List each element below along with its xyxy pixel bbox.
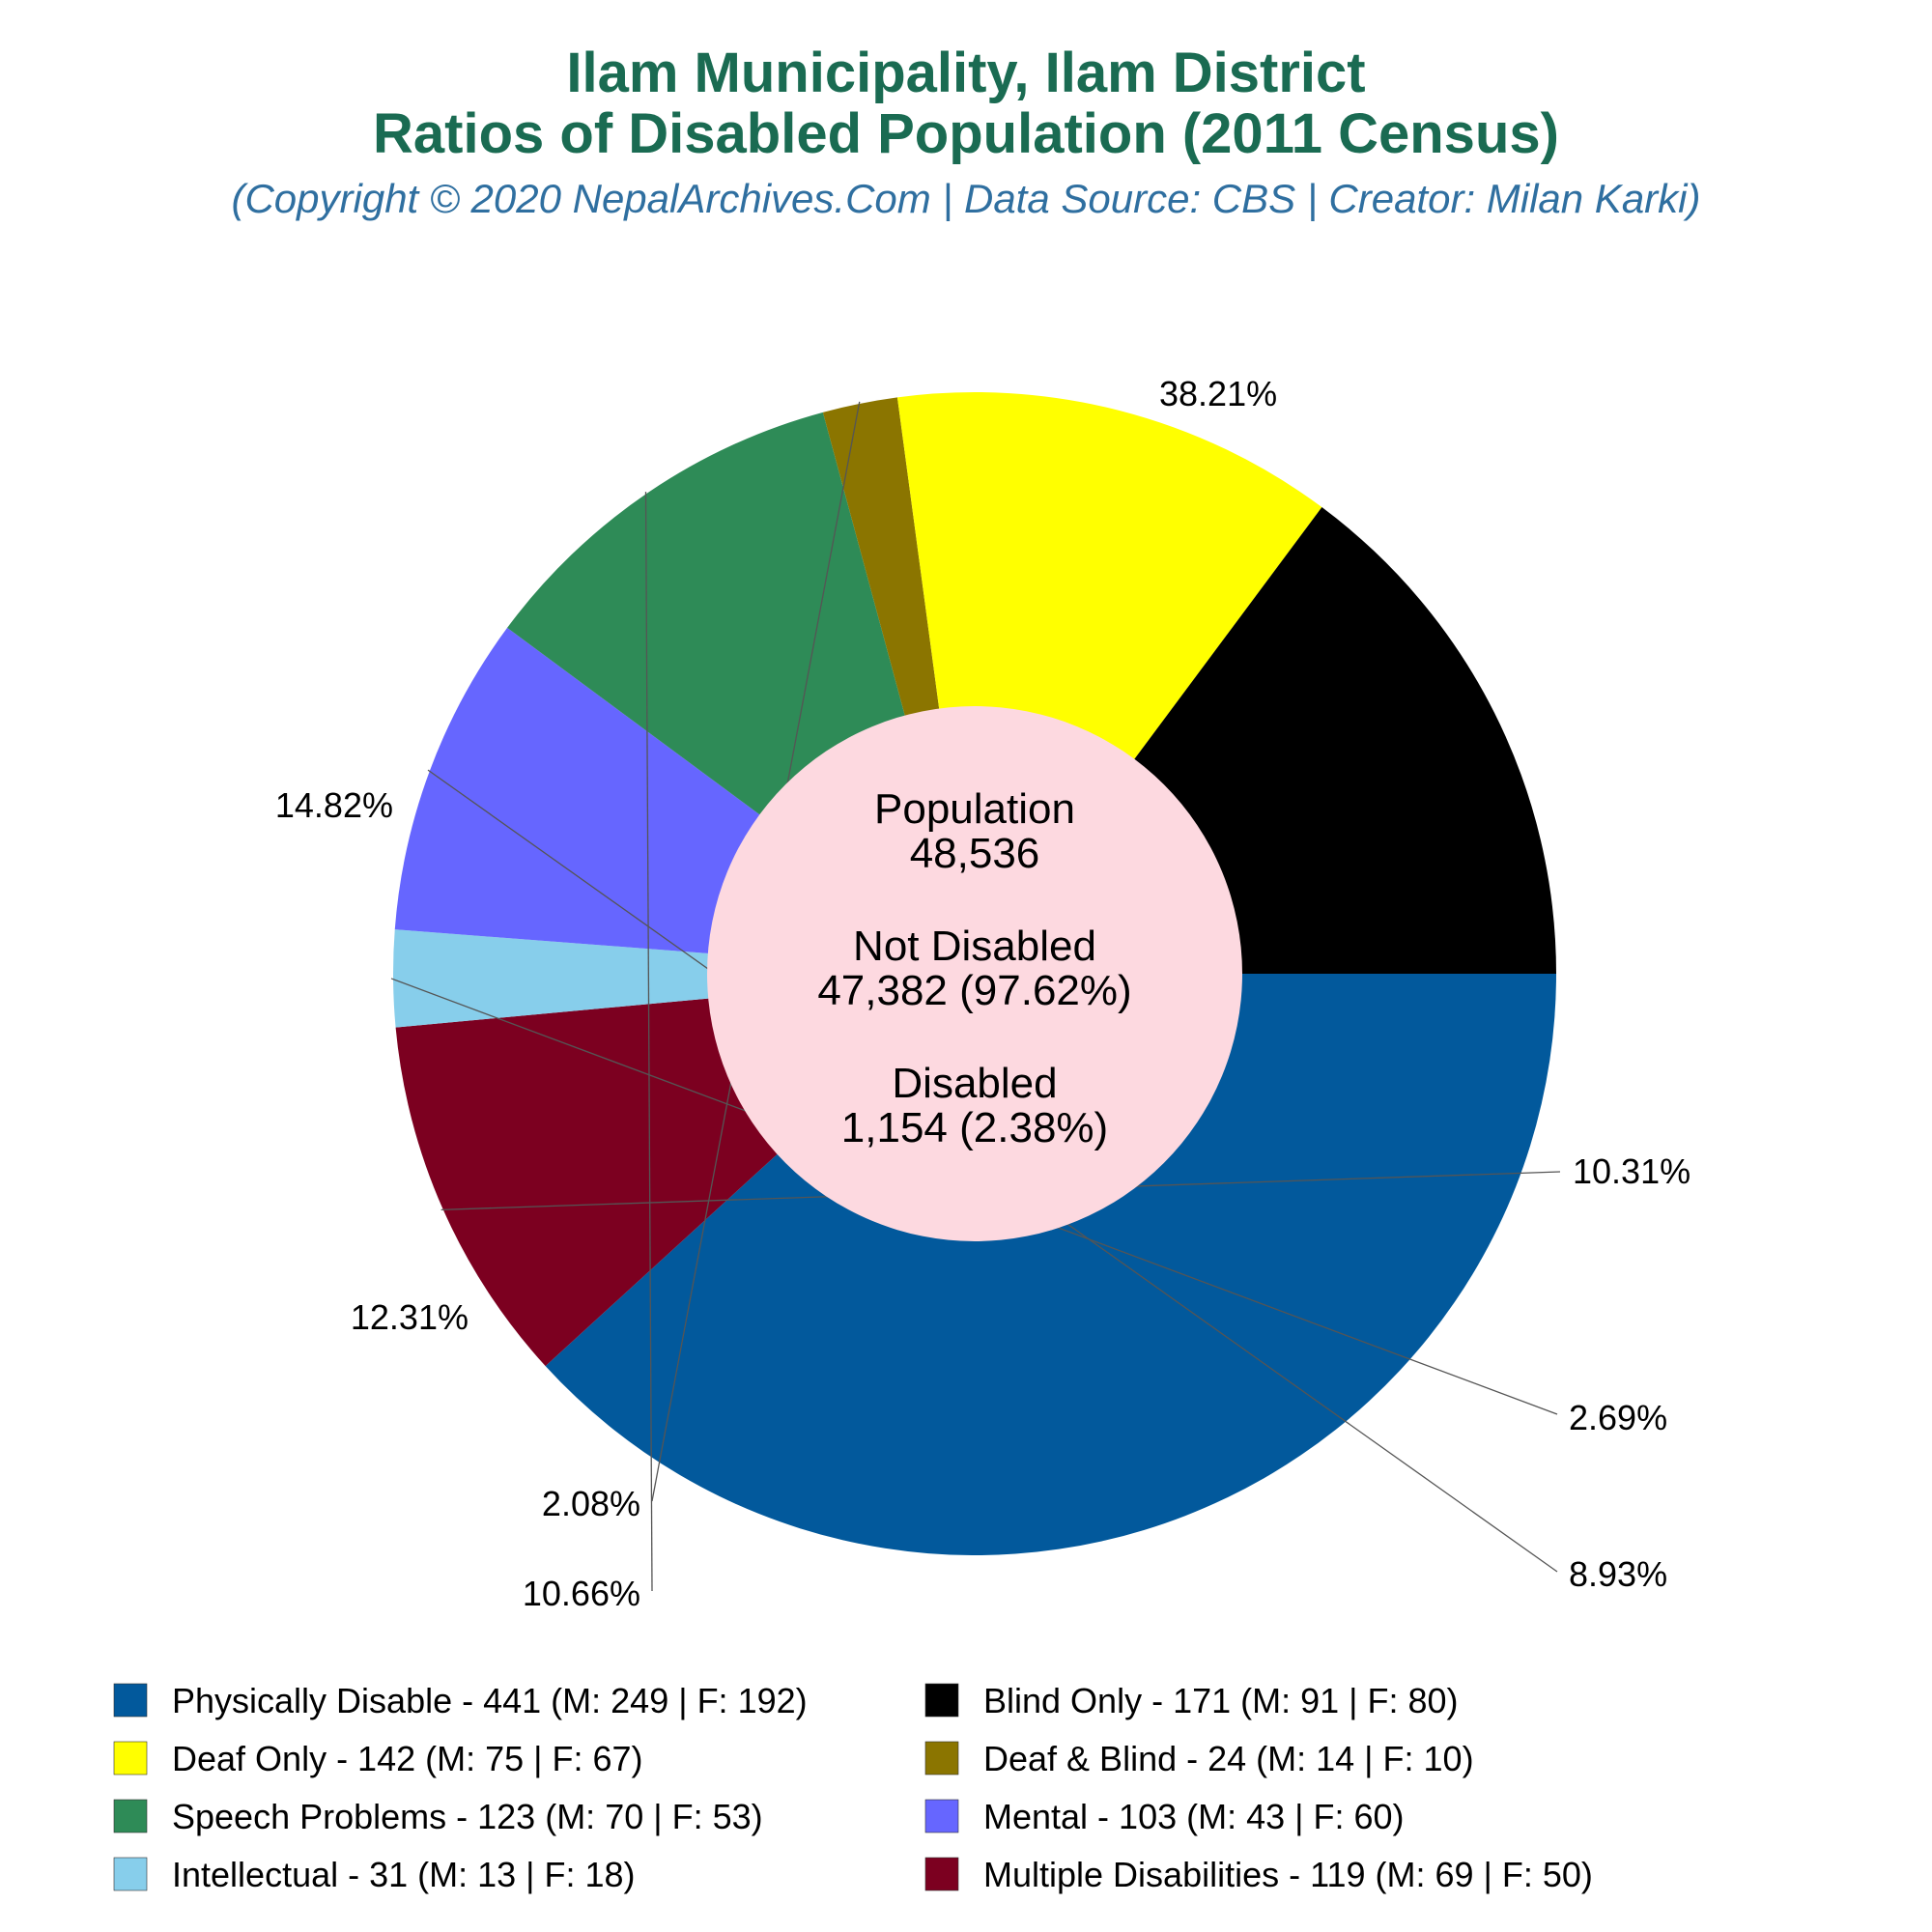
legend-swatch-intellectual <box>113 1857 148 1891</box>
legend-label-intellectual: Intellectual - 31 (M: 13 | F: 18) <box>172 1855 636 1894</box>
percent-label-blind-only: 14.82% <box>275 785 393 825</box>
legend-swatch-deaf-only <box>113 1741 148 1776</box>
center-not-disabled-label: Not Disabled <box>853 923 1096 970</box>
legend-label-blind-only: Blind Only - 171 (M: 91 | F: 80) <box>983 1681 1459 1720</box>
legend-swatch-blind-only <box>924 1683 959 1718</box>
center-population-value: 48,536 <box>910 830 1040 877</box>
donut-center <box>707 706 1242 1241</box>
legend-swatch-mental <box>924 1799 959 1833</box>
slice-physically-disable <box>545 974 1556 1555</box>
percent-label-speech-problems: 10.66% <box>523 1574 640 1613</box>
chart-subtitle: (Copyright © 2020 NepalArchives.Com | Da… <box>231 176 1700 222</box>
legend-label-deaf-only: Deaf Only - 142 (M: 75 | F: 67) <box>172 1739 643 1778</box>
legend: Physically Disable - 441 (M: 249 | F: 19… <box>113 1681 1593 1894</box>
leader-line-speech-problems <box>644 492 653 1592</box>
legend-swatch-physically-disable <box>113 1683 148 1718</box>
legend-item-physically-disable: Physically Disable - 441 (M: 249 | F: 19… <box>113 1681 808 1720</box>
percent-label-mental: 8.93% <box>1569 1554 1667 1594</box>
center-disabled-label: Disabled <box>892 1060 1057 1107</box>
slice-intellectual <box>393 929 975 1028</box>
legend-label-multiple-disabilities: Multiple Disabilities - 119 (M: 69 | F: … <box>983 1855 1593 1894</box>
pie-percent-labels: 38.21% 10.31% 2.69% 8.93% 10.66% 2.08% 12.31% 1… <box>275 374 1690 1613</box>
legend-item-speech-problems: Speech Problems - 123 (M: 70 | F: 53) <box>113 1797 763 1836</box>
percent-label-intellectual: 2.69% <box>1569 1398 1667 1437</box>
legend-swatch-speech-problems <box>113 1799 148 1833</box>
legend-swatch-deaf-and-blind <box>924 1741 959 1776</box>
legend-label-speech-problems: Speech Problems - 123 (M: 70 | F: 53) <box>172 1797 763 1836</box>
legend-item-blind-only: Blind Only - 171 (M: 91 | F: 80) <box>924 1681 1459 1720</box>
legend-label-physically-disable: Physically Disable - 441 (M: 249 | F: 19… <box>172 1681 808 1720</box>
legend-item-mental: Mental - 103 (M: 43 | F: 60) <box>924 1797 1405 1836</box>
percent-label-multiple-disabilities: 10.31% <box>1573 1151 1690 1191</box>
percent-label-deaf-and-blind: 2.08% <box>542 1484 640 1523</box>
percent-label-deaf-only: 12.31% <box>351 1297 469 1337</box>
center-not-disabled-value: 47,382 (97.62%) <box>817 967 1131 1014</box>
chart-title-line2: Ratios of Disabled Population (2011 Cens… <box>373 102 1559 165</box>
legend-item-deaf-only: Deaf Only - 142 (M: 75 | F: 67) <box>113 1739 643 1778</box>
center-disabled-value: 1,154 (2.38%) <box>841 1104 1108 1151</box>
percent-label-physically-disable: 38.21% <box>1159 374 1277 413</box>
legend-label-deaf-and-blind: Deaf & Blind - 24 (M: 14 | F: 10) <box>983 1739 1474 1778</box>
legend-item-deaf-and-blind: Deaf & Blind - 24 (M: 14 | F: 10) <box>924 1739 1474 1778</box>
legend-item-multiple-disabilities: Multiple Disabilities - 119 (M: 69 | F: … <box>924 1855 1593 1894</box>
center-population-label: Population <box>874 785 1075 833</box>
legend-swatch-multiple-disabilities <box>924 1857 959 1891</box>
legend-label-mental: Mental - 103 (M: 43 | F: 60) <box>983 1797 1405 1836</box>
legend-item-intellectual: Intellectual - 31 (M: 13 | F: 18) <box>113 1855 636 1894</box>
chart-title-line1: Ilam Municipality, Ilam District <box>566 42 1365 104</box>
